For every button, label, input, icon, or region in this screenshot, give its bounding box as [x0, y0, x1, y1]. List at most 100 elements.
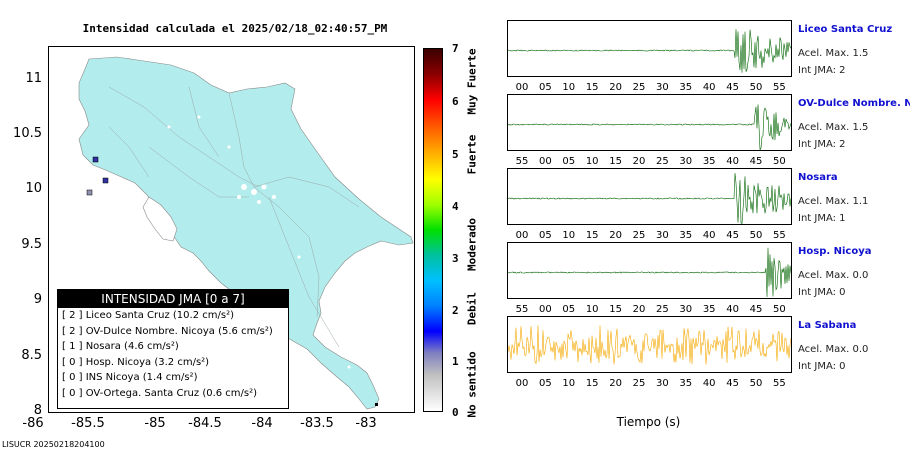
- station-accel: Acel. Max. 1.5: [798, 48, 869, 59]
- station-intensity: Int JMA: 1: [798, 213, 846, 224]
- time-tick: 55: [515, 156, 529, 167]
- time-tick: 45: [749, 156, 763, 167]
- time-tick: 15: [609, 304, 622, 315]
- time-tick: 55: [515, 304, 529, 315]
- map-xtick: -83.5: [300, 416, 334, 431]
- time-tick: 00: [515, 230, 529, 241]
- time-tick: 30: [656, 82, 669, 93]
- station-name: La Sabana: [798, 320, 857, 331]
- map-xtick: -84.5: [188, 416, 222, 431]
- time-tick-row: 55 00 05 10 15 20 25 30 35 40 45 50: [507, 156, 790, 170]
- seismogram-panel: [507, 316, 792, 373]
- map-ytick: 11: [25, 71, 42, 86]
- time-tick: 45: [749, 304, 763, 315]
- time-tick: 20: [632, 304, 646, 315]
- seismogram-panel: [507, 242, 792, 299]
- time-tick: 15: [585, 378, 599, 389]
- time-tick: 40: [726, 156, 739, 167]
- time-tick: 15: [609, 156, 622, 167]
- colorbar-tick: 2: [452, 304, 459, 317]
- time-tick: 35: [679, 378, 693, 389]
- time-tick: 10: [562, 82, 576, 93]
- time-tick: 05: [562, 156, 576, 167]
- seismogram-panel: [507, 20, 792, 77]
- colorbar-tick: 0: [452, 406, 459, 419]
- legend-row: [ 0 ] Hosp. Nicoya (3.2 cm/s²): [62, 356, 210, 368]
- legend-title: INTENSIDAD JMA [0 a 7]: [58, 290, 288, 308]
- station-accel: Acel. Max. 1.5: [798, 122, 869, 133]
- time-tick: 05: [539, 378, 552, 389]
- time-tick: 40: [726, 304, 739, 315]
- time-tick: 30: [656, 378, 669, 389]
- city-dots: [167, 115, 351, 369]
- time-tick: 55: [773, 378, 786, 389]
- time-tick: 50: [749, 230, 763, 241]
- legend-row: [ 0 ] OV-Ortega. Santa Cruz (0.6 cm/s²): [62, 387, 258, 399]
- time-tick-row: 00 05 10 15 20 25 30 35 40 45 50 55: [507, 82, 790, 96]
- station-marker-nosara: [86, 189, 93, 196]
- station-name: Nosara: [798, 172, 838, 183]
- seismogram-panel: [507, 168, 792, 225]
- time-tick-row: 55 00 05 10 15 20 25 30 35 40 45 50: [507, 304, 790, 318]
- colorbar-label: No sentido: [465, 351, 479, 418]
- seismogram-panel: [507, 94, 792, 151]
- map-svg: [78, 56, 414, 410]
- time-tick: 40: [702, 82, 716, 93]
- time-tick: 10: [562, 378, 576, 389]
- station-intensity: Int JMA: 2: [798, 139, 846, 150]
- legend-row: [ 0 ] INS Nicoya (1.4 cm/s²): [62, 372, 198, 384]
- legend-row: [ 1 ] Nosara (4.6 cm/s²): [62, 341, 179, 353]
- time-tick: 50: [773, 304, 786, 315]
- time-tick: 55: [773, 230, 786, 241]
- roads: [108, 86, 360, 348]
- time-tick: 20: [609, 82, 622, 93]
- costa-rica-landmass: [78, 56, 414, 410]
- colorbar-tick: 6: [452, 95, 459, 108]
- time-tick: 35: [679, 82, 693, 93]
- seismogram-trace: [508, 173, 791, 224]
- time-tick: 05: [539, 230, 552, 241]
- time-tick: 45: [726, 378, 739, 389]
- time-tick: 30: [679, 304, 693, 315]
- time-tick: 00: [515, 82, 529, 93]
- time-tick: 00: [515, 378, 529, 389]
- time-tick: 40: [702, 378, 716, 389]
- nicoya-gulf: [142, 196, 178, 242]
- station-accel: Acel. Max. 1.1: [798, 196, 869, 207]
- seismogram-trace: [508, 29, 791, 73]
- time-tick: 50: [749, 378, 763, 389]
- colorbar-tick: 4: [452, 200, 459, 213]
- time-tick: 15: [585, 230, 599, 241]
- time-tick: 25: [632, 230, 646, 241]
- map-ytick: 9.5: [21, 237, 42, 252]
- time-axis-label: Tiempo (s): [616, 415, 681, 429]
- map-ytick: 8: [33, 403, 42, 418]
- time-tick: 45: [726, 230, 739, 241]
- station-accel: Acel. Max. 0.0: [798, 344, 869, 355]
- station-marker-sabana: [375, 403, 378, 406]
- time-tick: 30: [656, 230, 669, 241]
- map-ytick: 9: [33, 292, 42, 307]
- time-tick: 50: [749, 82, 763, 93]
- time-tick: 00: [539, 156, 552, 167]
- footer-id: LISUCR 20250218204100: [2, 440, 105, 449]
- station-intensity: Int JMA: 2: [798, 65, 846, 76]
- colorbar-label: Fuerte: [465, 134, 479, 175]
- station-marker-liceo: [92, 156, 99, 163]
- time-tick: 25: [656, 304, 669, 315]
- time-tick: 35: [702, 304, 716, 315]
- seismogram-trace: [508, 247, 791, 298]
- map-xtick: -86: [22, 416, 44, 431]
- map-xtick: -85.5: [71, 416, 105, 431]
- seismogram-trace: [508, 104, 791, 150]
- time-tick: 35: [702, 156, 716, 167]
- map-xtick: -85: [144, 416, 166, 431]
- intensity-colorbar: [423, 48, 443, 412]
- station-name: Hosp. Nicoya: [798, 246, 872, 257]
- time-tick-row: 00 05 10 15 20 25 30 35 40 45 50 55: [507, 230, 790, 244]
- colorbar-tick: 7: [452, 42, 459, 55]
- time-tick: 25: [656, 156, 669, 167]
- map-ytick: 10.5: [13, 126, 42, 141]
- colorbar-label: Debil: [465, 291, 479, 326]
- map-title: Intensidad calculada el 2025/02/18_02:40…: [82, 22, 388, 35]
